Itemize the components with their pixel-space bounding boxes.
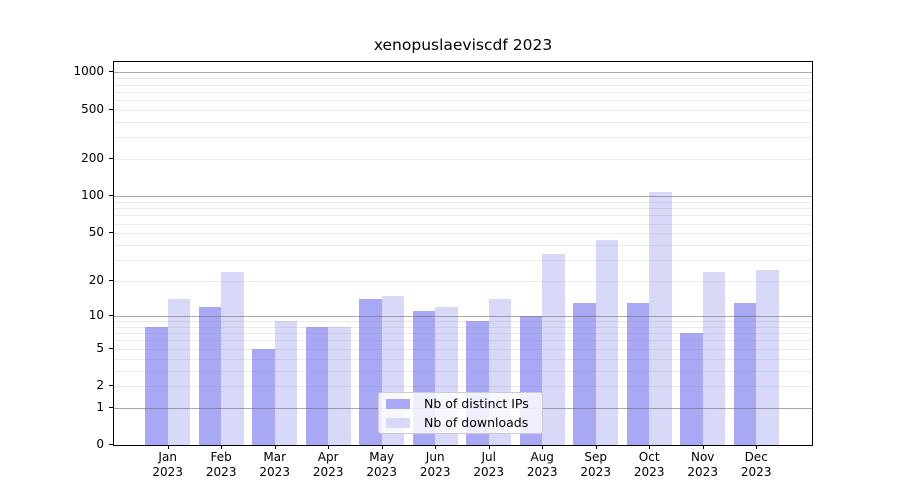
x-tick-label-nov-2023: Nov 2023 <box>687 450 718 479</box>
gridline-minor-900 <box>114 78 812 80</box>
bar-nb-of-distinct-ips-nov-2023 <box>680 333 703 445</box>
bar-nb-of-downloads-oct-2023 <box>649 192 672 445</box>
x-tick-jul-2023 <box>488 445 490 449</box>
gridline-minor-700 <box>114 91 812 93</box>
legend-label-downloads: Nb of downloads <box>424 415 529 430</box>
y-tick-2 <box>109 385 113 387</box>
y-tick-label-100: 100 <box>81 188 104 203</box>
y-tick-label-10: 10 <box>88 308 104 322</box>
legend-label-distinct-ips: Nb of distinct IPs <box>424 396 529 411</box>
gridline-minor-80 <box>114 208 812 210</box>
x-tick-may-2023 <box>381 445 383 449</box>
x-tick-label-dec-2023: Dec 2023 <box>740 450 772 479</box>
y-tick-100 <box>109 195 113 197</box>
y-tick-label-0: 0 <box>96 437 104 451</box>
x-tick-dec-2023 <box>756 445 758 449</box>
y-tick-label-2: 2 <box>96 378 104 393</box>
bar-nb-of-downloads-feb-2023 <box>221 271 244 445</box>
gridline-minor-70 <box>114 215 812 217</box>
x-tick-label-jan-2023: Jan 2023 <box>152 450 183 479</box>
x-tick-label-apr-2023: Apr 2023 <box>312 450 344 479</box>
x-tick-feb-2023 <box>221 445 223 449</box>
bar-nb-of-distinct-ips-oct-2023 <box>626 302 650 445</box>
gridline-minor-50 <box>114 233 812 235</box>
bar-nb-of-downloads-jan-2023 <box>167 299 191 445</box>
gridline-major-100 <box>114 196 812 198</box>
y-tick-0 <box>109 444 113 445</box>
x-tick-mar-2023 <box>274 445 276 449</box>
y-tick-5 <box>109 347 113 349</box>
y-tick-label-500: 500 <box>81 101 104 116</box>
x-tick-nov-2023 <box>702 445 704 449</box>
bar-nb-of-distinct-ips-sep-2023 <box>573 302 596 445</box>
x-tick-apr-2023 <box>328 445 330 449</box>
gridline-minor-300 <box>114 137 812 139</box>
legend-swatch-downloads-icon <box>386 417 410 428</box>
bar-nb-of-distinct-ips-dec-2023 <box>733 302 757 445</box>
bar-nb-of-downloads-dec-2023 <box>756 269 779 445</box>
gridline-major-1000 <box>114 72 812 74</box>
bar-nb-of-distinct-ips-mar-2023 <box>252 348 275 445</box>
gridline-minor-90 <box>114 201 812 203</box>
bar-nb-of-downloads-apr-2023 <box>328 326 351 445</box>
gridline-minor-600 <box>114 100 812 101</box>
legend-swatch-distinct-ips-icon <box>386 398 410 409</box>
bar-nb-of-distinct-ips-feb-2023 <box>198 306 222 445</box>
bar-nb-of-distinct-ips-jan-2023 <box>145 326 168 445</box>
x-tick-label-may-2023: May 2023 <box>366 450 397 479</box>
gridline-minor-60 <box>114 223 812 225</box>
gridline-minor-30 <box>114 260 812 261</box>
x-tick-label-jun-2023: Jun 2023 <box>419 450 451 479</box>
y-tick-label-1: 1 <box>96 400 104 414</box>
y-tick-1000 <box>109 71 113 73</box>
gridline-minor-500 <box>114 109 812 111</box>
y-tick-1 <box>109 407 113 408</box>
x-tick-jan-2023 <box>167 445 169 449</box>
legend-entry-downloads: Nb of downloads <box>386 415 534 430</box>
gridline-minor-400 <box>114 121 812 123</box>
x-tick-label-sep-2023: Sep 2023 <box>580 450 611 479</box>
legend: Nb of distinct IPs Nb of downloads <box>378 392 543 434</box>
y-tick-20 <box>109 280 113 281</box>
y-tick-50 <box>109 232 113 234</box>
bar-nb-of-downloads-aug-2023 <box>542 253 565 445</box>
y-tick-500 <box>109 108 113 110</box>
x-tick-label-aug-2023: Aug 2023 <box>526 450 558 479</box>
x-tick-jun-2023 <box>435 445 437 449</box>
y-tick-label-20: 20 <box>88 273 104 287</box>
chart-title: xenopuslaeviscdf 2023 <box>373 36 553 54</box>
y-tick-200 <box>109 158 113 160</box>
y-tick-label-1000: 1000 <box>73 64 104 79</box>
x-tick-label-oct-2023: Oct 2023 <box>633 450 665 479</box>
bar-nb-of-downloads-mar-2023 <box>274 321 298 445</box>
x-tick-oct-2023 <box>649 445 651 449</box>
y-tick-label-5: 5 <box>96 340 104 355</box>
y-tick-label-200: 200 <box>81 151 104 166</box>
x-tick-label-jul-2023: Jul 2023 <box>473 450 504 479</box>
x-tick-label-feb-2023: Feb 2023 <box>205 450 237 479</box>
bar-nb-of-distinct-ips-apr-2023 <box>305 326 329 445</box>
gridline-minor-40 <box>114 244 812 246</box>
y-tick-label-50: 50 <box>88 225 104 240</box>
gridline-minor-200 <box>114 159 812 161</box>
plot-area <box>113 61 813 446</box>
legend-entry-distinct-ips: Nb of distinct IPs <box>386 396 534 411</box>
x-tick-label-mar-2023: Mar 2023 <box>259 450 290 479</box>
bar-nb-of-downloads-sep-2023 <box>595 239 619 445</box>
y-tick-10 <box>109 315 113 316</box>
x-tick-sep-2023 <box>595 445 597 449</box>
gridline-minor-800 <box>114 84 812 86</box>
x-tick-aug-2023 <box>542 445 544 449</box>
bar-nb-of-downloads-nov-2023 <box>702 271 726 445</box>
